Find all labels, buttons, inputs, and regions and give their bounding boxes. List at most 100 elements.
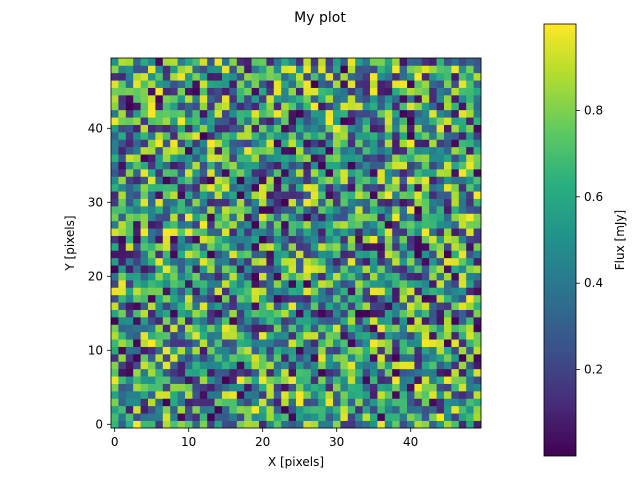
heatmap-cell: [340, 235, 349, 244]
heatmap-cell: [451, 280, 460, 288]
heatmap-cell: [451, 324, 460, 333]
heatmap-cell: [259, 376, 267, 384]
heatmap-cell: [347, 331, 356, 340]
heatmap-cell: [414, 80, 423, 88]
heatmap-cell: [318, 87, 326, 96]
heatmap-cell: [466, 250, 474, 259]
heatmap-cell: [185, 302, 193, 310]
heatmap-cell: [421, 206, 430, 214]
y-tick-label: 30: [88, 195, 103, 209]
heatmap-cell: [318, 354, 326, 362]
heatmap-cell: [148, 346, 156, 355]
heatmap-cell: [347, 361, 356, 370]
heatmap-cell: [429, 117, 437, 125]
heatmap-cell: [244, 198, 252, 207]
heatmap-cell: [259, 146, 267, 155]
heatmap-cell: [384, 250, 393, 259]
heatmap-cell: [436, 109, 445, 118]
heatmap-cell: [118, 361, 127, 370]
heatmap-cell: [436, 72, 445, 81]
heatmap-cell: [133, 198, 141, 207]
heatmap-cell: [125, 213, 134, 222]
plot-frame: [110, 57, 482, 429]
heatmap-cell: [377, 250, 386, 259]
heatmap-cell: [436, 191, 445, 199]
heatmap-cell: [125, 58, 134, 66]
heatmap-cell: [399, 368, 408, 377]
heatmap-cell: [266, 324, 275, 333]
heatmap-cell: [333, 146, 341, 155]
heatmap-cell: [177, 302, 186, 310]
heatmap-cell: [421, 139, 430, 148]
heatmap-cell: [473, 117, 482, 125]
heatmap-cell: [310, 220, 319, 229]
heatmap-cell: [325, 87, 334, 96]
heatmap-cell: [192, 383, 201, 392]
heatmap-cell: [288, 220, 297, 229]
heatmap-cell: [236, 117, 245, 125]
heatmap-cell: [407, 235, 415, 244]
heatmap-cell: [414, 95, 423, 103]
heatmap-cell: [466, 161, 474, 170]
heatmap-cell: [458, 176, 467, 185]
heatmap-cell: [177, 420, 186, 429]
heatmap-cell: [347, 420, 356, 429]
heatmap-cell: [458, 228, 467, 236]
heatmap-cell: [281, 405, 289, 414]
heatmap-cell: [377, 132, 386, 140]
heatmap-cell: [399, 243, 408, 251]
heatmap-cell: [170, 250, 178, 259]
heatmap-cell: [207, 405, 215, 414]
heatmap-cell: [436, 139, 445, 148]
heatmap-cell: [466, 132, 474, 140]
heatmap-cell: [111, 169, 119, 177]
heatmap-cell: [199, 191, 208, 199]
heatmap-cell: [340, 146, 349, 155]
heatmap-cell: [140, 420, 149, 429]
heatmap-cell: [162, 383, 171, 392]
heatmap-cell: [251, 250, 260, 259]
heatmap-cell: [288, 287, 297, 296]
heatmap-cell: [421, 117, 430, 125]
heatmap-cell: [266, 154, 275, 162]
heatmap-cell: [266, 398, 275, 407]
heatmap-cell: [296, 206, 304, 214]
heatmap-cell: [148, 339, 156, 347]
heatmap-cell: [333, 139, 341, 148]
heatmap-cell: [458, 331, 467, 340]
heatmap-cell: [333, 183, 341, 192]
heatmap-cell: [207, 331, 215, 340]
heatmap-cell: [458, 376, 467, 384]
heatmap-cell: [310, 309, 319, 318]
heatmap-cell: [192, 191, 201, 199]
heatmap-cell: [347, 413, 356, 421]
heatmap-cell: [392, 368, 400, 377]
heatmap-cell: [118, 198, 127, 207]
heatmap-cell: [273, 413, 282, 421]
heatmap-cell: [340, 124, 349, 133]
heatmap-cell: [214, 272, 223, 281]
heatmap-cell: [325, 302, 334, 310]
heatmap-cell: [214, 95, 223, 103]
heatmap-cell: [222, 176, 230, 185]
heatmap-cell: [133, 154, 141, 162]
heatmap-cell: [310, 368, 319, 377]
heatmap-cell: [125, 331, 134, 340]
heatmap-cell: [259, 413, 267, 421]
heatmap-cell: [347, 191, 356, 199]
heatmap-cell: [229, 420, 238, 429]
heatmap-cell: [207, 324, 215, 333]
heatmap-cell: [355, 228, 363, 236]
heatmap-cell: [347, 228, 356, 236]
x-tick-label: 20: [255, 435, 270, 449]
heatmap-cell: [399, 413, 408, 421]
heatmap-cell: [140, 139, 149, 148]
heatmap-cell: [288, 250, 297, 259]
heatmap-cell: [148, 169, 156, 177]
heatmap-cell: [125, 169, 134, 177]
heatmap-cell: [199, 368, 208, 377]
heatmap-cell: [318, 235, 326, 244]
heatmap-cell: [340, 139, 349, 148]
heatmap-cell: [392, 280, 400, 288]
heatmap-cell: [303, 169, 312, 177]
